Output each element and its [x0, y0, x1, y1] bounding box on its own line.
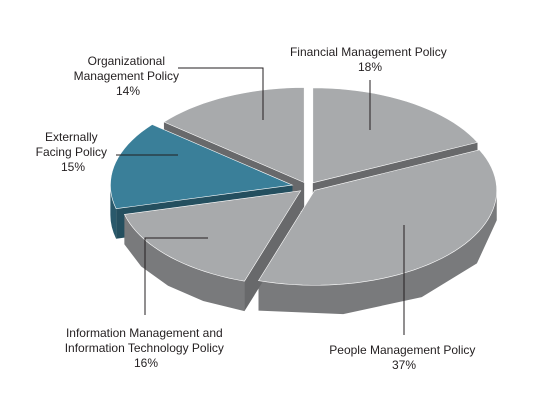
slice-people-management [258, 149, 498, 286]
leader-lines [116, 67, 405, 335]
slice-outer-wall [110, 185, 117, 239]
label-externally-facing: Externally Facing Policy 15% [36, 130, 111, 174]
label-organizational-management: Organizational Management Policy 14% [74, 54, 183, 98]
slice-labels: Financial Management Policy 18% People M… [36, 45, 478, 372]
slice-tops [110, 87, 498, 286]
label-financial-management: Financial Management Policy 18% [290, 45, 450, 74]
slice-information-management [123, 190, 302, 282]
leader-line-organizational-management [178, 67, 264, 120]
slice-outer-wall [258, 190, 497, 315]
label-people-management: People Management Policy 37% [329, 343, 478, 372]
label-information-management: Information Management and Information T… [65, 326, 228, 370]
leader-line-information-management [144, 237, 208, 315]
slice-financial-management [312, 87, 479, 184]
slice-organizational-management [163, 87, 305, 183]
slice-externally-facing [110, 124, 294, 210]
slice-outer-wall [124, 214, 245, 312]
